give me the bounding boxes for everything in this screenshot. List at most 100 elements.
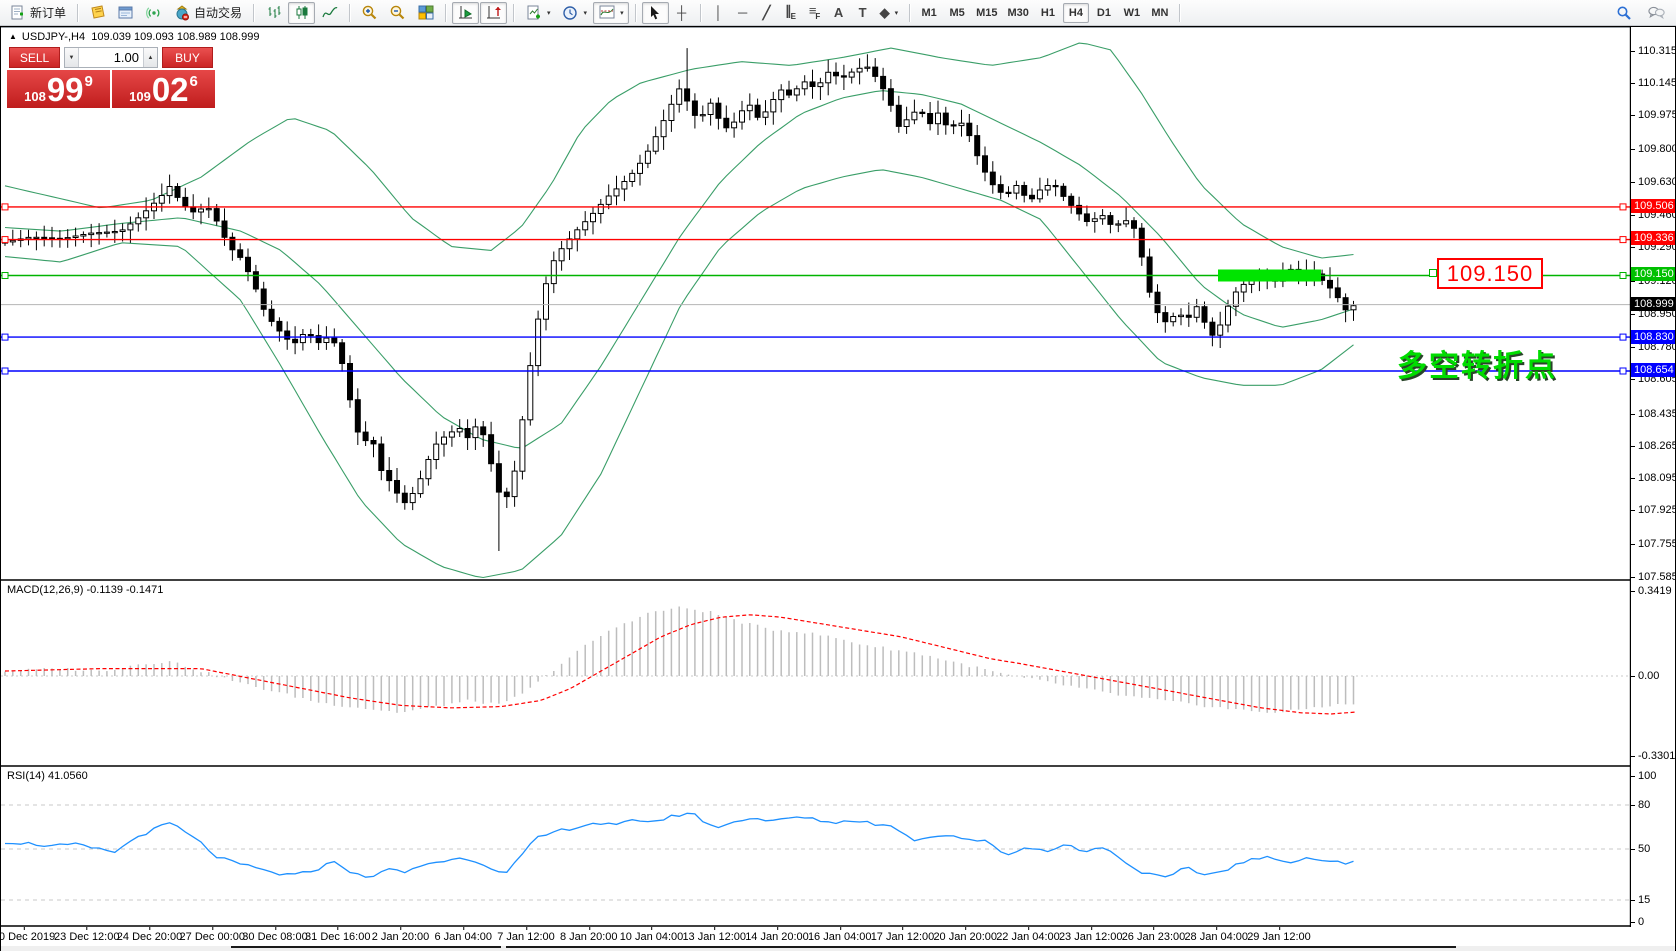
rsi-axis-label: 0 xyxy=(1630,916,1645,928)
bar-chart-icon xyxy=(265,4,282,21)
volume-increase-button[interactable]: ▲ xyxy=(143,48,157,67)
auto-trading-button[interactable]: 自动交易 xyxy=(168,2,247,24)
candlestick-chart-type-button[interactable] xyxy=(288,1,316,24)
timeframe-H4[interactable]: H4 xyxy=(1062,2,1089,23)
timeframe-MN[interactable]: MN xyxy=(1147,3,1173,23)
chat-button[interactable] xyxy=(1643,2,1670,24)
callout-handle[interactable] xyxy=(1429,269,1437,277)
tile-windows-button[interactable] xyxy=(412,2,439,24)
horizontal-line-tool-icon: ─ xyxy=(737,5,748,20)
buy-price-display[interactable]: 109 02 6 xyxy=(112,70,215,108)
new-order-label: 新订单 xyxy=(30,6,67,20)
buy-price-big: 02 xyxy=(151,70,189,108)
search-button[interactable] xyxy=(1610,2,1637,24)
timeframe-D1[interactable]: D1 xyxy=(1091,3,1117,23)
dropdown-caret-icon: ▾ xyxy=(894,9,899,17)
buy-price-pip: 6 xyxy=(189,73,198,90)
text-tool[interactable]: A xyxy=(827,2,851,24)
time-axis-label: 10 Jan 04:00 xyxy=(619,927,684,943)
time-axis-label: 6 Jan 04:00 xyxy=(434,927,492,943)
new-order-button[interactable]: 新订单 xyxy=(4,2,71,24)
chart-canvas[interactable] xyxy=(1,27,1631,927)
collapse-panel-icon[interactable]: ▲ xyxy=(9,32,17,41)
crosshair-icon: ┼ xyxy=(676,5,687,20)
turning-point-annotation[interactable]: 多空转折点 xyxy=(1397,350,1557,383)
zoom-out-icon xyxy=(389,4,406,21)
buy-button[interactable]: BUY xyxy=(162,47,213,68)
tab-strip-segment xyxy=(231,946,501,948)
time-axis-label: 8 Jan 20:00 xyxy=(560,927,618,943)
rsi-axis-label: 80 xyxy=(1630,799,1651,811)
macd-label: MACD(12,26,9) -0.1139 -0.1471 xyxy=(7,584,164,596)
market-watch-button[interactable] xyxy=(84,2,111,24)
rsi-axis-label: 15 xyxy=(1630,894,1651,906)
time-axis-label: 20 Dec 2019 xyxy=(0,927,55,943)
sell-price-prefix: 108 xyxy=(24,89,46,104)
volume-decrease-button[interactable]: ▼ xyxy=(65,48,79,67)
chart-shift-icon xyxy=(485,4,502,21)
indicators-button[interactable]: ▾ xyxy=(593,1,629,24)
bar-chart-type-button[interactable] xyxy=(260,2,287,24)
toolbar-separator xyxy=(77,3,79,22)
cursor-button[interactable] xyxy=(641,1,669,24)
trendline-tool-icon: ╱ xyxy=(762,5,771,20)
trendline-tool[interactable]: ╱ xyxy=(755,2,779,24)
time-axis-label: 27 Dec 00:00 xyxy=(179,927,245,943)
price-axis-label: 109.800 xyxy=(1631,143,1676,155)
line-chart-type-button[interactable] xyxy=(316,2,343,24)
new-order-icon xyxy=(9,4,26,21)
sell-price-display[interactable]: 108 99 9 xyxy=(7,70,110,108)
signal-icon xyxy=(145,4,162,21)
price-level-callout[interactable]: 109.150 xyxy=(1437,258,1543,289)
toolbar: 新订单 自动交易 xyxy=(0,0,1676,26)
vertical-line-tool[interactable]: │ xyxy=(707,2,731,24)
shapes-tool[interactable]: ◆ ▾ xyxy=(875,2,904,24)
price-axis-label: 108.950 xyxy=(1631,308,1676,320)
time-axis-label: 22 Jan 04:00 xyxy=(996,927,1060,943)
fibonacci-tool[interactable]: ≡F xyxy=(803,2,827,24)
text-label-tool[interactable]: T xyxy=(851,2,875,24)
timeframe-M30[interactable]: M30 xyxy=(1004,3,1033,23)
timeframe-W1[interactable]: W1 xyxy=(1119,3,1145,23)
zoom-out-button[interactable] xyxy=(384,2,411,24)
sell-price-big: 99 xyxy=(46,70,84,108)
text-label-tool-icon: T xyxy=(858,5,867,20)
price-axis-label: 110.145 xyxy=(1631,77,1676,89)
new-chart-icon xyxy=(525,4,542,21)
time-axis-label: 13 Jan 12:00 xyxy=(682,927,747,943)
timeframe-M5[interactable]: M5 xyxy=(944,3,970,23)
price-badge-108.654: 108.654 xyxy=(1631,363,1675,377)
auto-trading-label: 自动交易 xyxy=(194,6,243,20)
price-badge-108.830: 108.830 xyxy=(1631,330,1675,344)
equidistant-channel-tool[interactable]: ∥E xyxy=(779,2,803,24)
toolbar-separator xyxy=(253,3,255,22)
toolbar-separator xyxy=(1178,3,1180,22)
price-badge-108.999: 108.999 xyxy=(1631,297,1675,311)
volume-input[interactable] xyxy=(79,48,143,67)
profiles-period-button[interactable]: ▾ xyxy=(557,2,593,24)
macd-axis-label: 0.3419 xyxy=(1631,585,1672,597)
new-chart-button[interactable]: ▾ xyxy=(520,2,556,24)
time-axis-label: 17 Jan 12:00 xyxy=(870,927,935,943)
price-axis-label: 108.435 xyxy=(1631,408,1676,420)
auto-scroll-button[interactable] xyxy=(452,1,480,24)
zoom-in-button[interactable] xyxy=(356,2,383,24)
dropdown-caret-icon: ▾ xyxy=(583,9,588,17)
price-axis[interactable]: 110.315 110.145 109.975 109.800 109.630 109.4… xyxy=(1630,27,1676,928)
timeframe-H1[interactable]: H1 xyxy=(1035,3,1061,23)
price-list-icon xyxy=(89,4,106,21)
toolbar-separator xyxy=(699,3,701,22)
crosshair-button[interactable]: ┼ xyxy=(670,2,694,24)
one-click-trading-panel: SELL ▼ ▲ BUY 108 99 9 109 02 6 xyxy=(7,47,215,108)
horizontal-line-tool[interactable]: ─ xyxy=(731,2,755,24)
time-axis-label: 26 Jan 23:00 xyxy=(1121,927,1186,943)
profile-button[interactable] xyxy=(112,2,139,24)
chart-shift-button[interactable] xyxy=(480,1,508,24)
timeframe-M15[interactable]: M15 xyxy=(972,3,1001,23)
time-axis-label: 24 Dec 20:00 xyxy=(116,927,183,943)
sell-button[interactable]: SELL xyxy=(9,47,60,68)
shapes-tool-icon: ◆ xyxy=(879,5,890,20)
timeframe-M1[interactable]: M1 xyxy=(916,3,942,23)
signal-button[interactable] xyxy=(140,2,167,24)
